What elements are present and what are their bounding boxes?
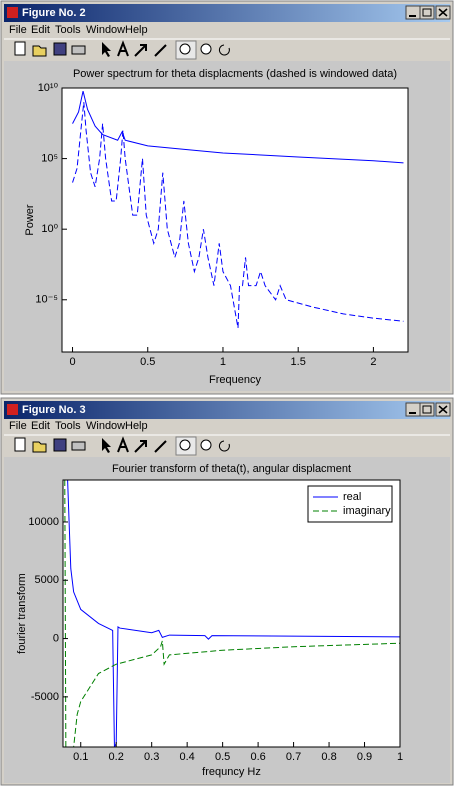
window-title: Figure No. 2	[22, 7, 86, 19]
x-tick-label: 1	[397, 751, 403, 763]
window-title: Figure No. 3	[22, 404, 86, 416]
menu-item[interactable]: Help	[125, 420, 148, 432]
title-bar	[4, 4, 450, 22]
chart-title: Fourier transform of theta(t), angular d…	[112, 463, 351, 475]
x-axis-label: frequncy Hz	[202, 766, 261, 778]
y-tick-label: 10¹⁰	[38, 82, 59, 94]
maximize-button[interactable]	[419, 402, 435, 417]
zoom-out-icon[interactable]	[200, 43, 212, 55]
chart-title: Power spectrum for theta displacments (d…	[73, 68, 397, 80]
zoom-in-icon	[179, 439, 191, 451]
x-tick-label: 0.8	[321, 751, 336, 763]
app-icon	[7, 7, 18, 18]
minimize-button[interactable]	[405, 402, 421, 417]
chart: 0.1 0.2 0.3 0.4 0.5 0.6 0.7 0.8 0.9 1 -5000 0 5000 10…	[16, 463, 403, 778]
rotate-icon[interactable]	[218, 440, 230, 452]
plot-area	[63, 480, 400, 747]
app-icon	[7, 404, 18, 415]
rotate-icon[interactable]	[218, 44, 230, 56]
x-tick-label: 0.4	[180, 751, 195, 763]
data-line	[72, 102, 404, 329]
minimize-button[interactable]	[405, 5, 421, 20]
menu-item[interactable]: Tools	[55, 24, 81, 36]
y-tick-label: 10⁰	[41, 223, 58, 235]
x-axis-label: Frequency	[209, 374, 261, 386]
zoom-out-icon[interactable]	[200, 439, 212, 451]
title-bar	[4, 401, 450, 419]
chart: 0 0.5 1 1.5 2 10⁻⁵ 10⁰ 10⁵ 10¹⁰ Power spectrum fo…	[24, 68, 409, 386]
data-line	[64, 480, 400, 747]
x-tick-label: 1.5	[291, 356, 306, 368]
x-tick-label: 0.2	[109, 751, 124, 763]
new-icon[interactable]	[14, 437, 26, 452]
save-icon[interactable]	[53, 42, 67, 56]
print-icon[interactable]	[71, 45, 86, 55]
text-icon[interactable]	[117, 436, 129, 453]
close-glyph	[438, 8, 448, 17]
data-line	[72, 91, 404, 164]
menu-item[interactable]: Help	[125, 24, 148, 36]
y-tick-label: 10⁻⁵	[35, 294, 58, 306]
x-tick-label: 0.9	[357, 751, 372, 763]
zoom-in-icon	[179, 43, 191, 55]
axes-box	[62, 479, 401, 748]
arrow-icon[interactable]	[102, 42, 111, 57]
arrow-icon[interactable]	[102, 438, 111, 453]
legend-label: imaginary	[343, 505, 391, 517]
x-tick-label: 2	[370, 356, 376, 368]
menu-item[interactable]: File	[9, 420, 27, 432]
x-tick-label: 0.1	[73, 751, 88, 763]
text-icon[interactable]	[117, 40, 129, 57]
line-icon[interactable]	[154, 44, 167, 57]
menu-item[interactable]: Window	[86, 420, 125, 432]
plot-area	[62, 88, 408, 352]
print-icon[interactable]	[71, 441, 86, 451]
maximize-glyph	[422, 405, 432, 414]
x-tick-label: 0.3	[144, 751, 159, 763]
menu-item[interactable]: File	[9, 24, 27, 36]
toolbar	[14, 436, 230, 456]
menu-item[interactable]: Edit	[31, 24, 50, 36]
y-axis-label: Power	[24, 204, 36, 236]
x-tick-label: 0.6	[250, 751, 265, 763]
maximize-button[interactable]	[419, 5, 435, 20]
new-icon[interactable]	[14, 41, 26, 56]
data-line	[67, 480, 400, 747]
y-tick-label: 10⁵	[41, 152, 58, 164]
save-icon[interactable]	[53, 438, 67, 452]
maximize-glyph	[422, 8, 432, 17]
arrow-draw-icon[interactable]	[134, 44, 147, 57]
y-tick-label: 10000	[28, 516, 59, 528]
x-tick-label: 0.7	[286, 751, 301, 763]
x-tick-label: 0.5	[140, 356, 155, 368]
line-icon[interactable]	[154, 440, 167, 453]
y-tick-label: -5000	[31, 691, 59, 703]
axes-box	[61, 87, 409, 353]
x-tick-label: 0	[69, 356, 75, 368]
open-icon[interactable]	[32, 45, 47, 57]
window-buttons[interactable]	[405, 402, 451, 417]
x-tick-label: 1	[220, 356, 226, 368]
menu-item[interactable]: Window	[86, 24, 125, 36]
close-glyph	[438, 405, 448, 414]
y-tick-label: 5000	[35, 574, 59, 586]
arrow-draw-icon[interactable]	[134, 440, 147, 453]
toolbar	[14, 40, 230, 60]
menu-item[interactable]: Tools	[55, 420, 81, 432]
y-axis-label: fourier transform	[16, 573, 28, 654]
window-buttons[interactable]	[405, 5, 451, 20]
legend: real imaginary	[307, 485, 393, 523]
open-icon[interactable]	[32, 441, 47, 453]
legend-box	[307, 485, 393, 523]
y-tick-label: 0	[53, 632, 59, 644]
legend-label: real	[343, 491, 361, 503]
menu-item[interactable]: Edit	[31, 420, 50, 432]
x-tick-label: 0.5	[215, 751, 230, 763]
